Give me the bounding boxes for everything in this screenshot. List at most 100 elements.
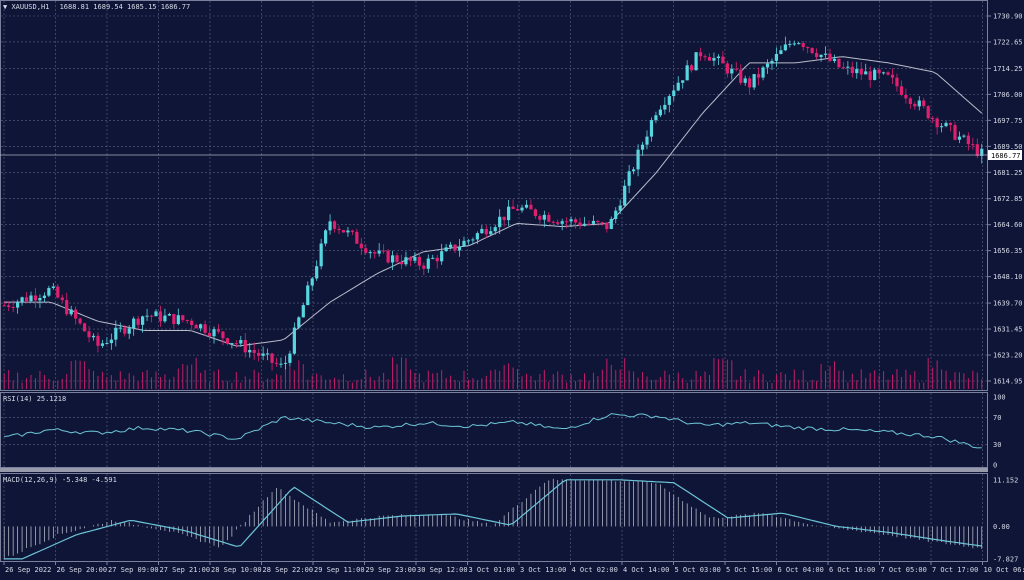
candle-body [306, 285, 309, 305]
ma-path [4, 57, 982, 346]
x-tick-label: 10 Oct 06:00 [984, 566, 1024, 574]
macd-panel-frame [1, 474, 988, 562]
candle-body [7, 305, 10, 307]
dropdown-triangle-icon[interactable]: ▼ [3, 3, 7, 11]
candle-body [775, 54, 778, 61]
candle-body [387, 251, 390, 263]
candle-body [717, 57, 720, 59]
x-tick-label: 7 Oct 17:00 [932, 566, 978, 574]
candle-body [16, 302, 19, 308]
candle-body [47, 288, 50, 296]
candle-body [650, 120, 653, 136]
candle-body [663, 105, 666, 110]
candle-body [52, 287, 55, 288]
candle-body [20, 297, 23, 302]
candle-body [976, 144, 979, 156]
candle-body [596, 221, 599, 222]
candle-body [895, 78, 898, 87]
candle-body [311, 278, 314, 285]
candle-body [297, 317, 300, 327]
candle-body [681, 80, 684, 82]
price-y-tick-label: 1648.10 [993, 273, 1023, 281]
candle-body [824, 54, 827, 55]
grid-lines [1, 1, 987, 561]
candle-body [503, 217, 506, 220]
candle-body [659, 110, 662, 116]
x-tick-label: 27 Sep 21:00 [160, 566, 211, 574]
candle-body [694, 52, 697, 70]
rsi-y-tick-label: 100 [993, 394, 1006, 402]
candle-body [944, 123, 947, 126]
candle-body [855, 69, 858, 73]
price-y-tick-label: 1614.95 [993, 378, 1023, 386]
x-tick-label: 4 Oct 02:00 [572, 566, 618, 574]
candle-body [632, 169, 635, 171]
candle-body [195, 325, 198, 328]
candle-body [860, 69, 863, 74]
candle-body [744, 78, 747, 83]
candle-body [757, 74, 760, 77]
x-tick-label: 3 Oct 13:00 [520, 566, 566, 574]
x-tick-label: 6 Oct 16:00 [829, 566, 875, 574]
candle-body [721, 57, 724, 64]
symbol-label: XAUUSD,H1 [11, 3, 49, 11]
candle-body [811, 48, 814, 53]
ohlc-values: 1688.81 1689.54 1685.15 1686.77 [60, 3, 191, 11]
candle-body [815, 53, 818, 57]
candle-body [257, 353, 260, 356]
candle-body [244, 340, 247, 352]
x-tick-label: 6 Oct 04:00 [778, 566, 824, 574]
candle-body [440, 251, 443, 261]
candle-body [672, 90, 675, 96]
candle-body [346, 231, 349, 233]
candle-body [163, 316, 166, 322]
candle-body [784, 44, 787, 50]
candle-body [25, 297, 28, 301]
candle-body [753, 74, 756, 87]
candle-body [547, 215, 550, 222]
price-y-tick-label: 1706.00 [993, 91, 1023, 99]
candle-body [43, 296, 46, 298]
candle-body [413, 257, 416, 261]
candle-body [882, 72, 885, 73]
x-tick-label: 30 Sep 12:00 [417, 566, 468, 574]
candle-body [190, 321, 193, 325]
candle-body [248, 350, 251, 352]
candle-body [587, 224, 590, 225]
candle-body [543, 215, 546, 220]
candle-body [382, 251, 385, 252]
candle-body [378, 251, 381, 254]
candle-body [203, 324, 206, 333]
candle-body [516, 209, 519, 210]
candle-body [846, 67, 849, 68]
candle-body [221, 332, 224, 339]
price-y-tick-label: 1722.65 [993, 38, 1023, 46]
symbol-header[interactable]: ▼ XAUUSD,H1 1688.81 1689.54 1685.15 1686… [3, 3, 190, 11]
candle-body [208, 333, 211, 336]
candle-body [279, 364, 282, 365]
y-axis-labels: 1730.901722.651714.251706.001697.751689.… [987, 13, 1023, 564]
candle-body [110, 340, 113, 343]
candle-body [400, 262, 403, 264]
candle-body [159, 311, 162, 321]
candle-body [177, 315, 180, 324]
candle-body [918, 100, 921, 106]
candle-body [12, 307, 15, 308]
candle-body [525, 205, 528, 208]
candle-body [65, 300, 68, 314]
candle-body [467, 240, 470, 241]
candle-body [395, 255, 398, 262]
candle-body [154, 311, 157, 316]
candle-body [485, 229, 488, 234]
candle-body [315, 266, 318, 278]
panel-separator[interactable] [0, 468, 988, 472]
price-y-tick-label: 1714.25 [993, 65, 1023, 73]
candle-body [293, 328, 296, 354]
candle-body [726, 63, 729, 73]
candle-body [619, 206, 622, 211]
price-y-tick-label: 1689.50 [993, 143, 1023, 151]
rsi-y-tick-label: 30 [993, 441, 1001, 449]
